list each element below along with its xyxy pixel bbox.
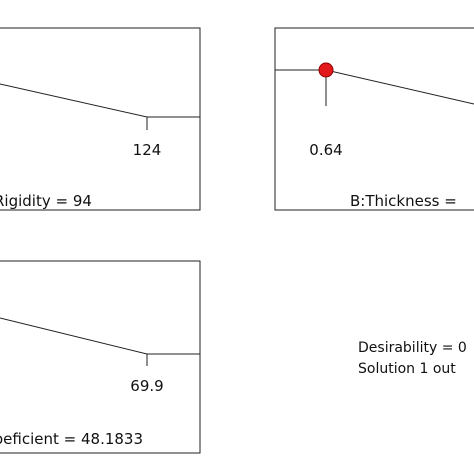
summary-block: Desirability = 0 Solution 1 out	[358, 340, 467, 377]
desirability-ramp	[275, 69, 474, 105]
range-tick-label: 69.9	[130, 377, 163, 395]
panel-frame	[0, 260, 201, 454]
range-tick-label: 124	[133, 141, 162, 159]
panel-frame	[0, 27, 201, 211]
desirability-text: Desirability = 0	[358, 340, 467, 356]
panel-frame	[274, 27, 474, 211]
panel-caption: Rigidity = 94	[0, 192, 92, 210]
range-tick-label: 0.64	[309, 141, 342, 159]
panel-caption: B:Thickness =	[350, 192, 457, 210]
panel-caption: oeficient = 48.1833	[0, 430, 143, 448]
panel-rigidity: 124 Rigidity = 94	[0, 27, 201, 211]
panel-thickness: 0.64 B:Thickness =	[274, 27, 474, 211]
panel-coefficient: 69.9 oeficient = 48.1833	[0, 260, 201, 454]
desirability-ramp	[0, 317, 200, 355]
solution-text: Solution 1 out	[358, 361, 456, 377]
desirability-ramp	[0, 83, 200, 118]
solution-point	[318, 62, 334, 78]
